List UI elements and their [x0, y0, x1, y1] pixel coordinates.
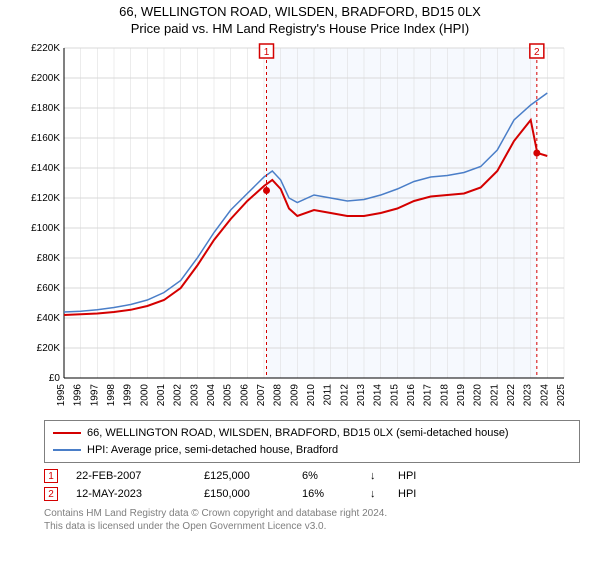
legend-box: 66, WELLINGTON ROAD, WILSDEN, BRADFORD, …: [44, 420, 580, 463]
svg-text:2007: 2007: [256, 384, 267, 407]
svg-text:2020: 2020: [473, 384, 484, 407]
svg-text:1996: 1996: [73, 384, 84, 407]
svg-text:2010: 2010: [306, 384, 317, 407]
sales-row: 2 12-MAY-2023 £150,000 16% ↓ HPI: [44, 487, 580, 501]
legend-item: HPI: Average price, semi-detached house,…: [53, 442, 571, 459]
svg-text:2011: 2011: [323, 384, 334, 406]
sales-table: 1 22-FEB-2007 £125,000 6% ↓ HPI 2 12-MAY-2023 £1…: [44, 469, 580, 501]
svg-text:£140K: £140K: [31, 163, 60, 174]
sale-diff-pct: 6%: [302, 470, 352, 482]
legend-label: HPI: Average price, semi-detached house,…: [87, 442, 338, 459]
svg-text:2024: 2024: [539, 384, 550, 407]
legend-item: 66, WELLINGTON ROAD, WILSDEN, BRADFORD, …: [53, 425, 571, 442]
svg-text:2022: 2022: [506, 384, 517, 407]
down-arrow-icon: ↓: [370, 470, 380, 482]
svg-text:2006: 2006: [239, 384, 250, 407]
svg-text:2000: 2000: [139, 384, 150, 407]
sale-date: 22-FEB-2007: [76, 470, 186, 482]
svg-text:£160K: £160K: [31, 133, 60, 144]
svg-text:1999: 1999: [123, 384, 134, 407]
svg-text:2025: 2025: [556, 384, 567, 407]
svg-text:£200K: £200K: [31, 73, 60, 84]
sale-marker-number: 1: [44, 469, 58, 483]
svg-text:2001: 2001: [156, 384, 167, 407]
footer-line2: This data is licensed under the Open Gov…: [44, 520, 580, 533]
legend-swatch: [53, 449, 81, 451]
svg-text:£60K: £60K: [37, 283, 61, 294]
svg-text:2008: 2008: [273, 384, 284, 407]
svg-text:£220K: £220K: [31, 43, 60, 54]
sale-date: 12-MAY-2023: [76, 488, 186, 500]
chart-subtitle: Price paid vs. HM Land Registry's House …: [0, 21, 600, 36]
svg-text:2019: 2019: [456, 384, 467, 407]
svg-text:2: 2: [534, 47, 540, 58]
svg-text:2023: 2023: [523, 384, 534, 407]
chart-svg: £0 £20K £40K £60K £80K £100K £120K £140K £160K £1…: [20, 42, 580, 412]
sale-price: £150,000: [204, 488, 284, 500]
svg-text:1998: 1998: [106, 384, 117, 407]
sale-hpi-label: HPI: [398, 470, 438, 482]
svg-text:£40K: £40K: [37, 313, 61, 324]
svg-text:2012: 2012: [339, 384, 350, 407]
svg-text:1995: 1995: [56, 384, 67, 407]
svg-text:£120K: £120K: [31, 193, 60, 204]
chart-title: 66, WELLINGTON ROAD, WILSDEN, BRADFORD, …: [0, 4, 600, 19]
svg-text:1: 1: [264, 47, 270, 58]
svg-text:2009: 2009: [289, 384, 300, 407]
svg-text:2014: 2014: [373, 384, 384, 407]
svg-text:£100K: £100K: [31, 223, 60, 234]
svg-text:2015: 2015: [389, 384, 400, 407]
footer-line1: Contains HM Land Registry data © Crown c…: [44, 507, 580, 520]
svg-text:2016: 2016: [406, 384, 417, 407]
svg-text:2002: 2002: [173, 384, 184, 407]
svg-text:2021: 2021: [489, 384, 500, 407]
svg-text:£0: £0: [49, 373, 61, 384]
sale-price: £125,000: [204, 470, 284, 482]
chart-area: £0 £20K £40K £60K £80K £100K £120K £140K £160K £1…: [20, 42, 580, 412]
svg-text:2017: 2017: [423, 384, 434, 407]
svg-text:2005: 2005: [223, 384, 234, 407]
legend-label: 66, WELLINGTON ROAD, WILSDEN, BRADFORD, …: [87, 425, 509, 442]
down-arrow-icon: ↓: [370, 488, 380, 500]
svg-text:2013: 2013: [356, 384, 367, 407]
sale-diff-pct: 16%: [302, 488, 352, 500]
svg-text:1997: 1997: [89, 384, 100, 407]
svg-text:£20K: £20K: [37, 343, 61, 354]
svg-text:£180K: £180K: [31, 103, 60, 114]
sale-marker-number: 2: [44, 487, 58, 501]
svg-text:2004: 2004: [206, 384, 217, 407]
legend-swatch: [53, 432, 81, 434]
sale-hpi-label: HPI: [398, 488, 438, 500]
svg-text:2018: 2018: [439, 384, 450, 407]
svg-text:2003: 2003: [189, 384, 200, 407]
sales-row: 1 22-FEB-2007 £125,000 6% ↓ HPI: [44, 469, 580, 483]
svg-text:£80K: £80K: [37, 253, 61, 264]
footer-attribution: Contains HM Land Registry data © Crown c…: [44, 507, 580, 533]
